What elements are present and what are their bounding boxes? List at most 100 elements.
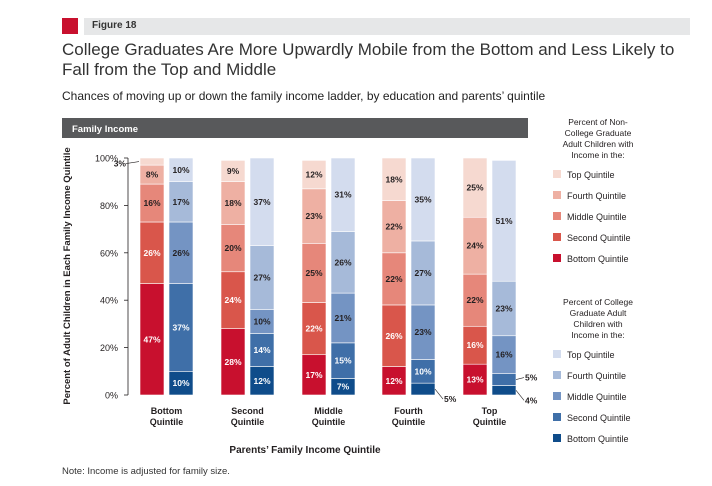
x-category-label: Fourth xyxy=(394,406,423,416)
bar-segment xyxy=(220,328,246,396)
label-leader-line xyxy=(434,388,444,400)
bar-segment xyxy=(168,283,194,372)
noncollege-legend-swatch xyxy=(553,233,561,241)
noncollege-legend-swatch xyxy=(553,191,561,199)
bar-value-label: 12% xyxy=(253,376,270,386)
x-category-label: Quintile xyxy=(231,417,265,427)
x-category-label: Middle xyxy=(314,406,343,416)
y-tick-label: 40% xyxy=(100,296,118,306)
bar-value-label: 15% xyxy=(334,356,351,366)
bar-segment xyxy=(249,245,275,310)
bar-value-label: 5% xyxy=(444,394,457,404)
bar-value-label: 8% xyxy=(146,170,159,180)
bar-segment xyxy=(330,157,356,232)
college-legend-swatch xyxy=(553,371,561,379)
bar-segment xyxy=(220,271,246,329)
bar-value-label: 16% xyxy=(466,340,483,350)
x-axis-title: Parents’ Family Income Quintile xyxy=(229,445,381,456)
bar-value-label: 16% xyxy=(495,350,512,360)
bar-value-label: 37% xyxy=(253,197,270,207)
college-legend-label: Second Quintile xyxy=(567,413,631,423)
college-legend-label: Middle Quintile xyxy=(567,392,627,402)
bar-value-label: 25% xyxy=(305,268,322,278)
college-legend-swatch xyxy=(553,350,561,358)
bar-segment xyxy=(462,157,488,218)
bar-value-label: 10% xyxy=(414,366,431,376)
bar-value-label: 10% xyxy=(172,165,189,175)
bar-value-label: 23% xyxy=(495,303,512,313)
bar-segment xyxy=(330,292,356,344)
bar-segment xyxy=(491,280,517,337)
bar-value-label: 18% xyxy=(385,174,402,184)
college-legend-label: Bottom Quintile xyxy=(567,434,629,444)
y-axis-title: Percent of Adult Children in Each Family… xyxy=(62,147,73,404)
bar-value-label: 22% xyxy=(466,295,483,305)
x-category-label: Top xyxy=(482,406,498,416)
bar-value-label: 9% xyxy=(227,166,240,176)
bar-value-label: 13% xyxy=(466,375,483,385)
legend-title: Income in the: xyxy=(571,330,624,340)
bar-segment xyxy=(139,283,165,396)
bar-value-label: 18% xyxy=(224,198,241,208)
bar-segment xyxy=(462,325,488,365)
noncollege-legend-label: Bottom Quintile xyxy=(567,254,629,264)
noncollege-legend-label: Fourth Quintile xyxy=(567,191,626,201)
college-legend-label: Top Quintile xyxy=(567,350,615,360)
label-leader-line xyxy=(515,377,525,380)
bar-value-label: 12% xyxy=(305,170,322,180)
noncollege-legend-label: Top Quintile xyxy=(567,170,615,180)
bar-segment xyxy=(301,354,327,396)
bar-value-label: 14% xyxy=(253,345,270,355)
bar-segment xyxy=(301,243,327,303)
legend-title: College Graduate xyxy=(565,128,632,138)
noncollege-legend-label: Second Quintile xyxy=(567,233,631,243)
bar-segment xyxy=(330,231,356,294)
bar-value-label: 47% xyxy=(143,334,160,344)
bar-value-label: 12% xyxy=(385,376,402,386)
bar-segment xyxy=(220,224,246,273)
bar-value-label: 24% xyxy=(224,295,241,305)
bar-value-label: 16% xyxy=(143,198,160,208)
y-tick-label: 100% xyxy=(95,154,118,164)
bar-segment xyxy=(220,181,246,225)
bar-value-label: 51% xyxy=(495,216,512,226)
bar-value-label: 22% xyxy=(385,274,402,284)
bar-segment xyxy=(220,160,246,182)
figure-banner xyxy=(84,18,690,35)
bar-segment xyxy=(330,342,356,379)
bar-value-label: 4% xyxy=(525,395,538,405)
bar-value-label: 17% xyxy=(172,197,189,207)
bar-value-label: 7% xyxy=(337,382,350,392)
bar-segment xyxy=(168,221,194,284)
bar-segment xyxy=(491,160,517,282)
college-legend-label: Fourth Quintile xyxy=(567,371,626,381)
bar-value-label: 26% xyxy=(143,248,160,258)
chart-subtitle: Chances of moving up or down the family … xyxy=(62,89,546,103)
legend-title: Percent of Non- xyxy=(568,117,628,127)
figure-marker xyxy=(62,18,78,34)
college-legend-swatch xyxy=(553,392,561,400)
bar-segment xyxy=(301,302,327,356)
chart-note: Note: Income is adjusted for family size… xyxy=(62,466,230,477)
bar-segment xyxy=(491,385,517,396)
legend-title: Graduate Adult xyxy=(570,308,627,318)
bar-value-label: 28% xyxy=(224,357,241,367)
bar-value-label: 10% xyxy=(253,317,270,327)
bar-value-label: 31% xyxy=(334,190,351,200)
chart-header-bar xyxy=(62,118,528,138)
x-category-label: Bottom xyxy=(151,406,183,416)
bar-segment xyxy=(462,216,488,275)
x-category-label: Quintile xyxy=(150,417,184,427)
noncollege-legend-swatch xyxy=(553,254,561,262)
bar-value-label: 24% xyxy=(466,241,483,251)
bar-segment xyxy=(249,157,275,246)
bar-segment xyxy=(410,157,436,242)
legend-title: Adult Children with xyxy=(563,139,634,149)
legend-title: Percent of College xyxy=(563,297,633,307)
bar-value-label: 37% xyxy=(172,322,189,332)
bar-segment xyxy=(301,188,327,244)
y-tick-label: 80% xyxy=(100,201,118,211)
bar-segment xyxy=(410,382,436,396)
x-category-label: Quintile xyxy=(312,417,346,427)
